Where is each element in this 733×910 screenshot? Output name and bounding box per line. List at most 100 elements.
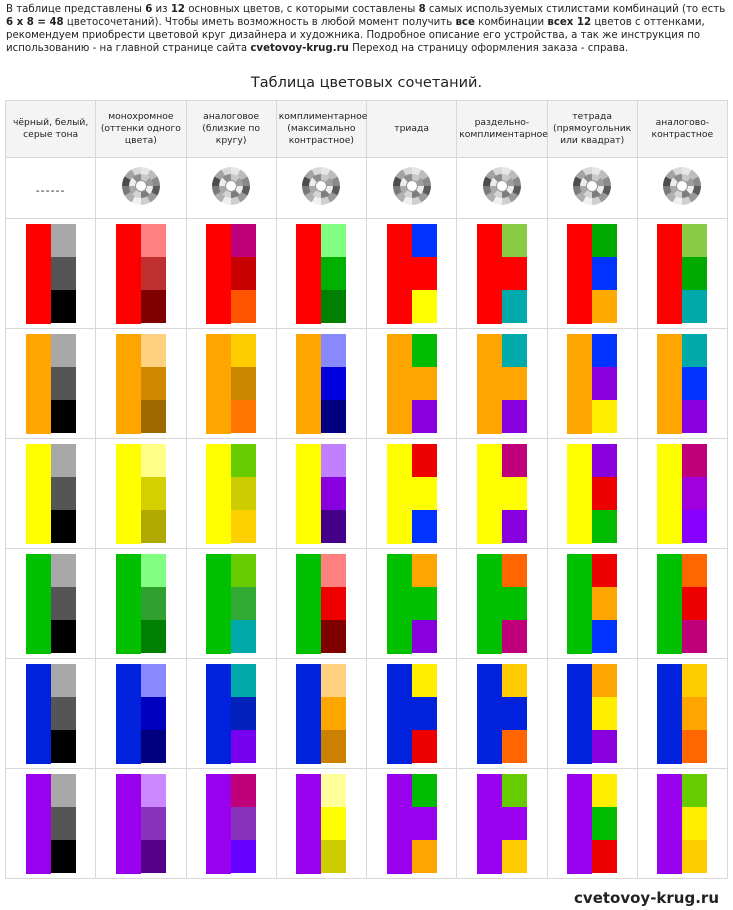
color-row (4, 218, 729, 329)
accent-color-block (231, 333, 257, 367)
color-swatch (386, 443, 437, 544)
swatch-cell (185, 218, 277, 329)
intro-text: В таблице представлены 6 из 12 основных … (6, 4, 726, 54)
swatch-cell (546, 438, 638, 549)
color-swatch (657, 333, 708, 434)
color-swatch (25, 333, 76, 434)
base-color-block (206, 663, 232, 764)
accent-color-block (321, 476, 347, 511)
swatch-cell (546, 768, 638, 879)
accent-color-block (411, 696, 437, 731)
accent-color-block (321, 773, 347, 807)
swatch-cell (275, 438, 368, 549)
accent-color-block (411, 476, 437, 511)
swatch-cell (4, 328, 97, 439)
color-swatch (386, 773, 437, 874)
base-color-block (115, 333, 141, 434)
color-wheel-icon (302, 167, 341, 205)
accent-color-block (231, 223, 257, 257)
color-swatch (25, 553, 76, 654)
accent-color-block (411, 510, 437, 544)
accent-color-block (592, 333, 618, 367)
color-swatch (206, 333, 257, 434)
color-swatch (206, 663, 257, 764)
accent-color-block (50, 773, 76, 807)
accent-color-block (50, 223, 76, 257)
swatch-cell (546, 658, 638, 769)
site-link[interactable]: cvetovoy-krug.ru (250, 43, 349, 54)
base-color-block (657, 443, 683, 544)
color-swatch (567, 443, 618, 544)
accent-color-block (501, 620, 527, 654)
accent-color-block (231, 510, 257, 544)
header-cell: тетрада (прямоугольник или квадрат) (546, 100, 638, 158)
accent-color-block (321, 663, 347, 697)
accent-color-block (411, 366, 437, 401)
color-swatch (115, 223, 166, 324)
base-color-block (386, 333, 412, 434)
accent-color-block (682, 290, 708, 324)
base-color-block (25, 773, 51, 874)
accent-color-block (321, 223, 347, 257)
swatch-cell (365, 768, 458, 879)
base-color-block (657, 553, 683, 654)
swatch-cell (95, 548, 187, 659)
accent-color-block (501, 443, 527, 477)
color-swatch (115, 333, 166, 434)
base-color-block (476, 663, 502, 764)
base-color-block (296, 773, 322, 874)
accent-color-block (592, 553, 618, 587)
base-color-block (115, 773, 141, 874)
swatch-cell (636, 328, 729, 439)
color-swatch (206, 773, 257, 874)
swatch-cell (456, 328, 548, 439)
color-swatch (476, 223, 527, 324)
swatch-cell (95, 438, 187, 549)
base-color-block (296, 333, 322, 434)
base-color-block (386, 443, 412, 544)
base-color-block (657, 663, 683, 764)
color-swatch (476, 553, 527, 654)
swatch-cell (365, 438, 458, 549)
accent-color-block (50, 553, 76, 587)
accent-color-block (231, 663, 257, 697)
swatch-cell (636, 658, 729, 769)
swatch-cell (636, 548, 729, 659)
accent-color-block (501, 366, 527, 401)
accent-color-block (140, 510, 166, 544)
accent-color-block (140, 840, 166, 874)
accent-color-block (411, 663, 437, 697)
header-row: чёрный, белый, серые тона монохромное (о… (4, 100, 729, 158)
accent-color-block (682, 586, 708, 621)
color-swatch (296, 333, 347, 434)
swatch-cell (365, 658, 458, 769)
color-wheel-icon (121, 167, 160, 205)
accent-color-block (592, 256, 618, 291)
accent-color-block (682, 730, 708, 764)
base-color-block (476, 773, 502, 874)
base-color-block (25, 333, 51, 434)
swatch-cell (185, 328, 277, 439)
accent-color-block (592, 696, 618, 731)
accent-color-block (231, 290, 257, 324)
accent-color-block (592, 620, 618, 654)
accent-color-block (140, 663, 166, 697)
base-color-block (476, 553, 502, 654)
base-color-block (567, 223, 593, 324)
base-color-block (657, 223, 683, 324)
accent-color-block (592, 586, 618, 621)
accent-color-block (140, 553, 166, 587)
accent-color-block (140, 400, 166, 434)
accent-color-block (231, 476, 257, 511)
accent-color-block (592, 400, 618, 434)
accent-color-block (501, 840, 527, 874)
wheel-cell: ------ (4, 157, 97, 219)
accent-color-block (411, 553, 437, 587)
accent-color-block (411, 256, 437, 291)
accent-color-block (501, 290, 527, 324)
color-swatch (206, 443, 257, 544)
swatch-cell (4, 548, 97, 659)
color-combinations-table: чёрный, белый, серые тона монохромное (о… (4, 100, 729, 879)
base-color-block (657, 333, 683, 434)
accent-color-block (592, 510, 618, 544)
